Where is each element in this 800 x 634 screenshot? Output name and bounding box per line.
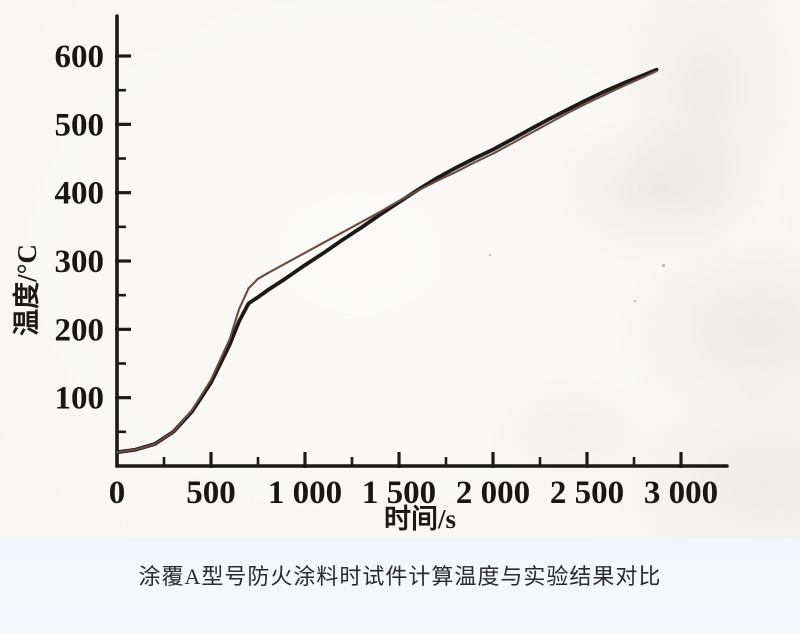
y-tick-label: 200 (55, 312, 105, 348)
caption-bar: 涂覆A型号防火涂料时试件计算温度与实验结果对比 (0, 538, 800, 634)
y-tick-label: 400 (55, 176, 105, 212)
x-axis-label: 时间/s (384, 504, 456, 534)
curve-red-thin (115, 70, 658, 454)
x-tick-label: 2 000 (456, 475, 530, 511)
curve-black-thick (115, 67, 659, 455)
scan-speck (662, 264, 665, 267)
y-tick-label: 600 (55, 39, 105, 75)
x-tick-label: 1 000 (268, 475, 342, 511)
x-tick-label: 3 000 (644, 475, 718, 511)
y-tick-label: 500 (55, 107, 105, 143)
y-tick-label: 100 (55, 381, 105, 417)
y-tick-label: 300 (55, 244, 105, 280)
y-axis-label: 温度/°C (11, 244, 42, 336)
axis-lines (115, 14, 729, 468)
x-tick-label: 2 500 (550, 475, 624, 511)
x-tick-label: 1 500 (362, 475, 436, 511)
x-tick-label: 500 (186, 475, 236, 511)
scan-speck (489, 254, 491, 256)
temperature-time-chart: 100 200 300 400 500 600 0 500 1 000 1 500 2 000 2 5… (11, 14, 729, 534)
figure-caption: 涂覆A型号防火涂料时试件计算温度与实验结果对比 (138, 564, 662, 589)
scan-speck (634, 300, 636, 302)
x-tick-label: 0 (109, 475, 126, 511)
